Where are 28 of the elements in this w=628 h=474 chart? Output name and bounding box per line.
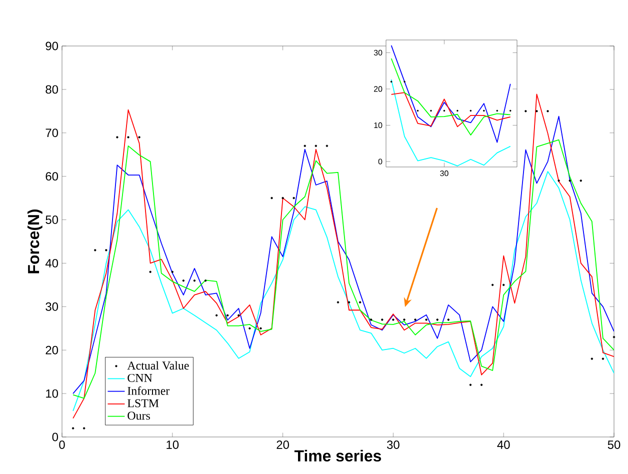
x-tick-label: 20 <box>276 440 289 449</box>
x-axis-title: Time series <box>294 450 382 462</box>
y-tick-label: 0 <box>52 432 58 442</box>
line-series <box>390 58 511 136</box>
y-tick-label: 60 <box>46 172 58 181</box>
y-tick-label: 50 <box>46 216 58 224</box>
y-tick-label: 80 <box>46 85 58 94</box>
line-series <box>390 44 511 143</box>
x-tick-label: 0 <box>59 440 65 449</box>
legend-label: LSTM <box>128 399 159 408</box>
x-tick-label: 40 <box>497 440 510 449</box>
y-tick-label: 10 <box>46 389 58 398</box>
legend-label: Actual Value <box>127 361 189 370</box>
x-tick-label: 30 <box>387 440 400 449</box>
y-tick-label: 70 <box>46 128 58 138</box>
y-tick-label: 30 <box>46 302 58 311</box>
y-axis-title: Force(N) <box>27 210 42 274</box>
line-series <box>390 92 511 128</box>
legend-label: CNN <box>128 374 152 382</box>
legend-label: Ours <box>128 412 150 420</box>
line-series <box>390 79 511 166</box>
line-series <box>72 171 614 412</box>
y-tick-label: 40 <box>45 258 58 268</box>
legend-label: Informer <box>128 386 170 395</box>
y-tick-label: 90 <box>46 42 58 50</box>
y-tick-label: 20 <box>46 346 58 354</box>
x-tick-label: 50 <box>608 440 620 449</box>
x-tick-label: 10 <box>166 440 179 449</box>
